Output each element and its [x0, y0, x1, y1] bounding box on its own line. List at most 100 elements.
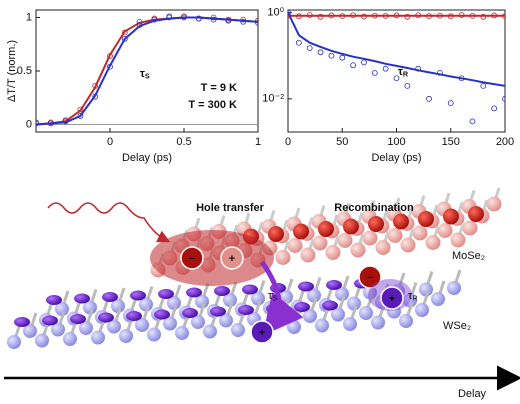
- x-axis-label: Delay (ps): [122, 152, 172, 164]
- x-tick-label: 100: [387, 136, 405, 148]
- data-point: [295, 39, 302, 46]
- hole-transfer-label: Hole transfer: [196, 202, 265, 214]
- atom: [126, 311, 142, 321]
- atom: [275, 250, 291, 265]
- atom: [431, 292, 445, 306]
- atom: [425, 235, 441, 250]
- data-point: [317, 49, 324, 56]
- atom: [51, 322, 65, 337]
- atom: [214, 286, 230, 296]
- atom: [343, 218, 359, 235]
- atom: [55, 302, 69, 316]
- atom: [443, 208, 459, 225]
- atom: [375, 240, 391, 255]
- x-tick-label: 200: [496, 136, 514, 148]
- data-point: [502, 95, 505, 102]
- atom: [400, 237, 416, 253]
- atom: [191, 315, 205, 329]
- series-line: [36, 16, 258, 126]
- atom: [107, 319, 121, 334]
- data-point: [480, 13, 487, 20]
- atom: [182, 308, 198, 318]
- charge: [220, 246, 244, 270]
- atom: [158, 289, 174, 299]
- atom: [195, 294, 209, 309]
- y-tick-label: 10⁻²: [262, 93, 284, 105]
- atom: [387, 228, 403, 243]
- data-point: [339, 54, 346, 61]
- delay-axis-label: Delay: [458, 388, 487, 400]
- atom: [359, 306, 373, 320]
- y-axis-label: ΔT/T (norm.): [6, 40, 18, 102]
- data-point: [361, 59, 367, 66]
- atom: [322, 300, 338, 311]
- x-axis-label: Delay (ps): [371, 152, 421, 164]
- atom: [163, 316, 177, 331]
- atom: [335, 287, 349, 301]
- data-point: [393, 75, 400, 82]
- charge: [250, 320, 274, 344]
- y-tick-label: 10⁰: [267, 7, 284, 19]
- atom: [63, 332, 77, 346]
- y-tick-label: 1: [26, 11, 32, 23]
- atom: [300, 247, 316, 263]
- atom: [331, 307, 345, 322]
- data-point: [328, 52, 335, 59]
- charge-sign: +: [389, 293, 395, 305]
- plot-data: [288, 10, 505, 125]
- charge: [380, 286, 404, 310]
- atom: [147, 327, 161, 342]
- atom: [175, 326, 189, 340]
- diagram: − + + − + Hole transfer Recombination MoSe₂ WSe₂…: [4, 187, 520, 400]
- annotation: τR: [398, 66, 409, 78]
- plot-frame: [287, 9, 506, 133]
- recombination-label: Recombination: [334, 202, 414, 214]
- atom: [79, 321, 93, 335]
- atom: [70, 314, 86, 324]
- atom: [7, 335, 21, 349]
- atom: [203, 324, 217, 339]
- data-point: [36, 119, 39, 126]
- data-point: [426, 95, 432, 102]
- atom: [35, 333, 49, 348]
- atom: [74, 293, 90, 304]
- charge-sign: +: [229, 253, 235, 265]
- atom: [403, 293, 417, 308]
- data-point: [350, 62, 357, 69]
- atom: [223, 293, 237, 307]
- atom: [119, 329, 133, 343]
- x-tick-label: 1: [255, 136, 261, 148]
- atom: [23, 324, 37, 338]
- data-point: [255, 19, 258, 26]
- x-tick-label: 0: [107, 136, 113, 148]
- data-point: [317, 13, 324, 20]
- atom: [219, 313, 233, 328]
- legend-label: T = 9 K: [201, 82, 237, 94]
- atom: [318, 221, 334, 237]
- atom: [238, 305, 254, 315]
- legend-label: T = 300 K: [188, 99, 237, 111]
- atom: [315, 318, 329, 333]
- atom: [371, 315, 385, 330]
- data-point: [404, 82, 411, 89]
- atom: [91, 330, 105, 345]
- light-arrow: [47, 202, 171, 243]
- atom: [393, 213, 409, 230]
- atom: [130, 290, 146, 301]
- atom: [419, 282, 433, 297]
- atom: [486, 196, 502, 212]
- data-point: [480, 82, 487, 89]
- atom: [231, 323, 245, 337]
- atom: [98, 312, 114, 323]
- atom: [447, 281, 461, 295]
- atom: [326, 280, 342, 290]
- atom: [111, 299, 125, 313]
- atom: [362, 230, 378, 246]
- data-point: [447, 100, 454, 106]
- atom: [303, 309, 317, 323]
- atom: [298, 281, 314, 292]
- atom: [337, 233, 353, 248]
- atom: [468, 206, 484, 222]
- x-tick-label: 0.5: [176, 136, 191, 148]
- x-tick-label: 150: [442, 136, 460, 148]
